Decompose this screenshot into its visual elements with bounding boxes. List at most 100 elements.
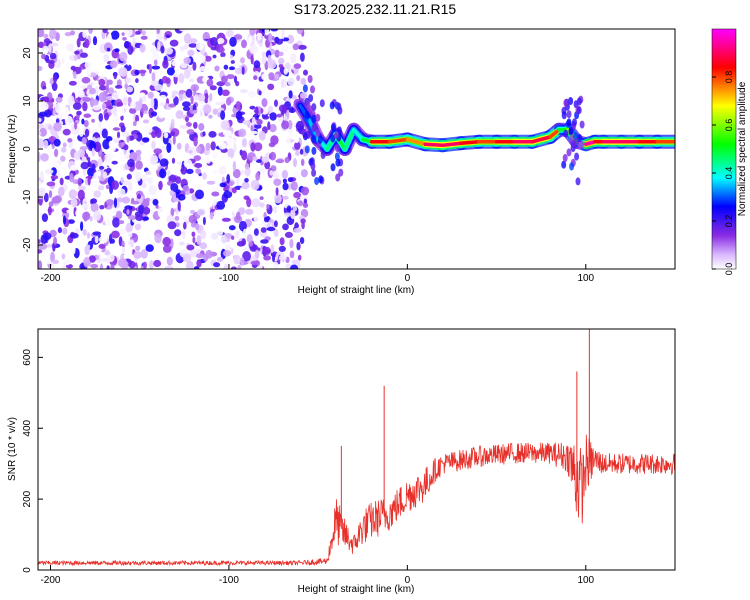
- noise-blob: [203, 93, 209, 104]
- noise-blob: [55, 96, 63, 103]
- noise-blob: [70, 164, 78, 171]
- noise-blob: [199, 242, 208, 250]
- noise-blob: [112, 217, 120, 228]
- noise-blob: [261, 51, 267, 58]
- noise-blob: [38, 243, 48, 250]
- noise-blob: [135, 78, 139, 84]
- noise-blob: [157, 207, 165, 218]
- noise-blob: [261, 56, 267, 64]
- noise-blob: [296, 75, 301, 81]
- noise-blob: [288, 90, 293, 99]
- noise-blob: [300, 158, 305, 166]
- noise-blob: [102, 139, 111, 150]
- noise-blob: [238, 128, 247, 138]
- noise-blob: [282, 182, 289, 191]
- spectral-smear: [330, 163, 336, 172]
- noise-blob: [171, 90, 179, 96]
- spectral-smear: [335, 158, 341, 167]
- spectral-smear: [311, 114, 317, 123]
- noise-blob: [228, 225, 236, 231]
- noise-blob: [266, 226, 276, 232]
- noise-blob: [142, 119, 150, 124]
- x-tick-label: 0: [405, 273, 411, 284]
- noise-blob: [196, 234, 202, 246]
- noise-blob: [87, 157, 91, 161]
- noise-blob: [67, 138, 73, 143]
- y-tick-label: 10: [22, 95, 33, 107]
- noise-blob: [268, 33, 273, 43]
- noise-blob: [264, 160, 271, 170]
- noise-blob: [40, 170, 44, 181]
- noise-blob: [236, 211, 241, 221]
- noise-blob: [277, 92, 283, 101]
- noise-blob: [121, 84, 125, 91]
- noise-blob: [243, 195, 250, 200]
- noise-blob: [84, 38, 90, 49]
- colorbar-label: Normalized spectral amplitude: [737, 81, 748, 216]
- noise-blob: [151, 131, 157, 139]
- noise-blob: [256, 36, 262, 41]
- noise-blob: [62, 128, 71, 136]
- noise-blob: [50, 167, 57, 176]
- noise-blob: [81, 203, 90, 209]
- noise-blob: [117, 105, 125, 117]
- noise-blob: [204, 55, 212, 62]
- noise-blob: [140, 249, 148, 259]
- noise-blob: [159, 102, 166, 107]
- spectral-smear: [573, 132, 578, 141]
- noise-blob: [98, 235, 108, 244]
- noise-blob: [71, 123, 75, 132]
- noise-blob: [173, 72, 179, 78]
- noise-blob: [159, 158, 169, 167]
- noise-blob: [261, 156, 269, 163]
- noise-blob: [264, 29, 269, 36]
- noise-blob: [82, 97, 92, 102]
- noise-blob: [260, 108, 264, 114]
- noise-blob: [296, 29, 304, 35]
- noise-blob: [239, 89, 248, 94]
- noise-blob: [62, 215, 67, 225]
- noise-blob: [294, 135, 300, 144]
- noise-blob: [94, 133, 100, 139]
- noise-blob: [215, 101, 225, 106]
- noise-blob: [175, 263, 181, 269]
- noise-blob: [88, 29, 93, 34]
- noise-blob: [205, 142, 211, 151]
- noise-blob: [64, 115, 73, 127]
- spectral-smear: [315, 113, 321, 122]
- noise-blob: [111, 180, 119, 190]
- noise-blob: [186, 244, 195, 251]
- noise-blob: [105, 83, 110, 92]
- noise-blob: [94, 236, 99, 244]
- noise-blob: [41, 53, 46, 60]
- noise-blob: [258, 131, 266, 141]
- spectral-smear: [330, 123, 336, 132]
- noise-blob: [209, 85, 217, 91]
- noise-blob: [105, 184, 110, 190]
- noise-blob: [166, 142, 172, 153]
- noise-blob: [98, 78, 106, 87]
- noise-blob: [259, 196, 264, 201]
- noise-blob: [260, 239, 269, 244]
- spectral-smear: [304, 145, 310, 154]
- snr-panel: -200 -100 0 100 0 200 400 600 Height of straig…: [7, 328, 676, 595]
- spectral-smear: [561, 160, 567, 169]
- noise-blob: [205, 156, 211, 164]
- noise-blob: [103, 154, 112, 164]
- y-tick-label: -10: [22, 189, 33, 204]
- noise-blob: [98, 92, 106, 103]
- noise-blob: [252, 156, 258, 162]
- noise-blob: [171, 118, 175, 128]
- noise-blob: [263, 246, 271, 255]
- noise-blob: [97, 170, 101, 177]
- noise-blob: [229, 54, 233, 60]
- noise-blob: [218, 165, 227, 175]
- noise-blob: [180, 62, 188, 69]
- noise-blob: [158, 153, 163, 160]
- noise-blob: [276, 113, 283, 118]
- spectral-smear: [568, 126, 574, 135]
- noise-blob: [221, 89, 230, 97]
- spectral-smear: [563, 129, 569, 138]
- noise-blob: [292, 206, 298, 212]
- noise-blob: [238, 207, 246, 215]
